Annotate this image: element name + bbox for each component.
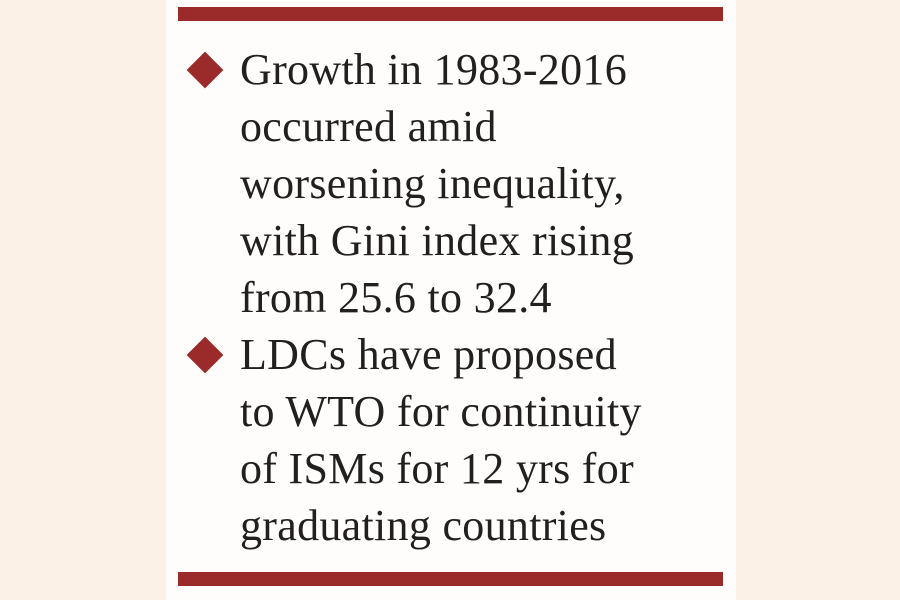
bullet-text-line: worsening inequality,	[240, 159, 625, 208]
bullet-text-line: LDCs have proposed	[240, 330, 617, 379]
bullet-item: LDCs have proposed to WTO for continuity o…	[0, 326, 900, 554]
bullet-text-line: graduating countries	[240, 501, 607, 550]
bullet-marker	[186, 336, 224, 373]
bullet-marker	[186, 51, 224, 88]
bullet-text-line: of ISMs for 12 yrs for	[240, 444, 635, 493]
bullet-text-line: from 25.6 to 32.4	[240, 273, 552, 322]
panel	[166, 0, 736, 600]
bottom-rule	[178, 572, 723, 586]
bullet-text-line: Growth in 1983-2016	[240, 45, 628, 94]
bullet-text-line: to WTO for continuity	[240, 387, 642, 436]
bullet-text-line: occurred amid	[240, 102, 497, 151]
top-rule	[178, 7, 723, 21]
bullet-text-line: with Gini index rising	[240, 216, 635, 265]
bullet-item: Growth in 1983-2016 occurred amid worsenin…	[0, 41, 900, 326]
